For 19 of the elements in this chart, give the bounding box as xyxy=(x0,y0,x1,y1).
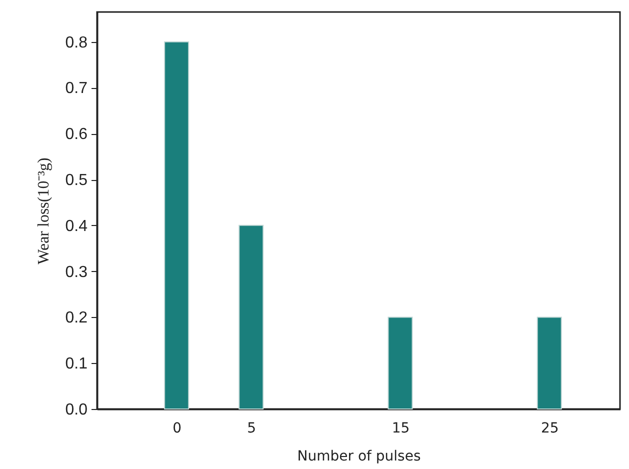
y-tick-label: 0.6 xyxy=(65,126,88,144)
y-tick-label: 0.1 xyxy=(65,356,88,373)
y-tick-label: 0.2 xyxy=(65,310,88,327)
bar xyxy=(164,41,190,410)
y-axis-title: Wear loss(10⁻³g) xyxy=(35,158,52,264)
y-tick-label: 0.3 xyxy=(65,264,88,281)
x-axis-title: Number of pulses xyxy=(297,448,421,464)
x-tick-label: 25 xyxy=(540,420,559,436)
x-tick-label: 5 xyxy=(247,420,256,436)
y-tick-label: 0.5 xyxy=(65,172,88,190)
bar xyxy=(388,316,413,410)
y-tick-label: 0.8 xyxy=(65,34,88,52)
bar xyxy=(536,316,562,410)
y-tick-label: 0.7 xyxy=(65,80,88,98)
y-tick-label: 0.0 xyxy=(65,402,88,418)
bar xyxy=(238,224,264,410)
x-tick-label: 15 xyxy=(392,420,410,436)
x-tick-label: 0 xyxy=(172,420,182,436)
y-tick-label: 0.4 xyxy=(65,218,88,235)
